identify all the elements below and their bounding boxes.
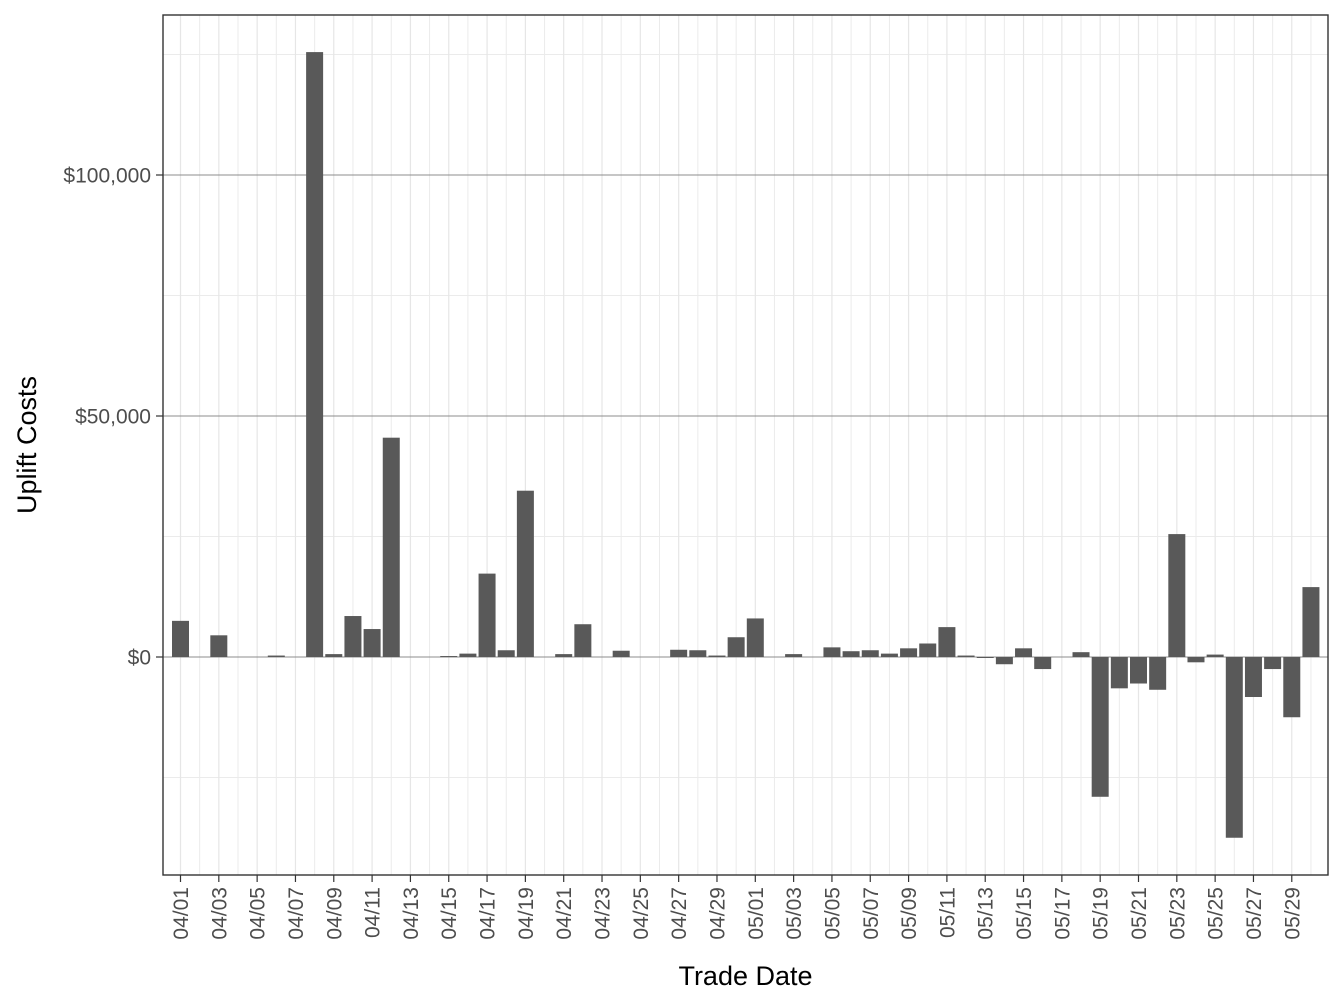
bar-04/19	[516, 490, 534, 657]
bar-04/10	[344, 616, 362, 657]
x-tick-label: 04/17	[477, 887, 500, 940]
x-tick-label: 05/27	[1243, 887, 1266, 940]
x-tick-label: 04/09	[323, 887, 346, 940]
bar-05/16	[1034, 657, 1052, 670]
x-tick-label: 04/15	[438, 887, 461, 940]
bar-05/11	[938, 627, 956, 657]
bar-05/10	[919, 643, 937, 657]
x-tick-label: 05/19	[1090, 887, 1113, 940]
bar-05/22	[1149, 657, 1167, 690]
bar-05/20	[1110, 657, 1128, 689]
bar-04/08	[306, 52, 324, 657]
bar-05/21	[1130, 657, 1147, 684]
bar-04/29	[708, 655, 726, 657]
bar-05/15	[1015, 648, 1033, 657]
x-tick-label: 04/07	[285, 887, 308, 940]
y-axis: $0 $50,000 $100,000	[63, 165, 163, 670]
bar-04/16	[459, 653, 477, 657]
bar-04/22	[574, 624, 592, 657]
x-tick-label: 04/05	[247, 887, 270, 940]
y-tick-label: $50,000	[75, 406, 151, 429]
x-tick-label: 04/25	[630, 887, 653, 940]
bar-05/06	[842, 651, 860, 657]
x-tick-label: 05/15	[1013, 887, 1036, 940]
bar-05/01	[746, 618, 764, 657]
bar-05/14	[995, 657, 1013, 665]
y-tick-label: $0	[128, 647, 151, 670]
bar-04/09	[325, 654, 343, 657]
bar-05/28	[1264, 657, 1282, 670]
x-tick-label: 05/29	[1281, 887, 1304, 940]
x-tick-label: 05/03	[783, 887, 806, 940]
x-tick-label: 05/13	[975, 887, 998, 940]
bar-04/03	[210, 635, 228, 657]
x-tick-label: 05/07	[860, 887, 883, 940]
x-tick-label: 05/23	[1166, 887, 1189, 940]
bar-05/25	[1206, 654, 1224, 657]
bar-05/29	[1283, 657, 1301, 718]
x-tick-label: 04/23	[592, 887, 615, 940]
x-tick-label: 04/11	[362, 887, 385, 938]
y-tick-label: $100,000	[63, 165, 151, 188]
bar-04/17	[478, 573, 496, 657]
x-tick-label: 05/11	[936, 887, 959, 938]
bar-05/05	[823, 647, 841, 657]
x-tick-label: 04/03	[208, 887, 231, 940]
bar-04/27	[670, 649, 688, 657]
x-tick-label: 05/21	[1128, 887, 1151, 940]
bar-04/30	[727, 637, 745, 657]
x-tick-label: 04/13	[400, 887, 423, 940]
x-tick-label: 04/19	[515, 887, 538, 940]
bar-05/23	[1168, 534, 1186, 657]
bar-05/08	[880, 653, 898, 657]
x-tick-label: 05/05	[821, 887, 844, 940]
x-tick-label: 04/01	[170, 887, 193, 940]
bar-04/06	[267, 655, 285, 657]
bar-05/19	[1091, 657, 1109, 797]
bar-04/24	[612, 650, 630, 657]
bar-05/27	[1244, 657, 1262, 698]
y-axis-title: Uplift Costs	[12, 376, 42, 514]
x-axis-title: Trade Date	[678, 961, 812, 991]
bar-04/01	[172, 620, 189, 657]
x-tick-label: 05/17	[1051, 887, 1074, 940]
bar-04/21	[555, 654, 573, 657]
x-tick-label: 05/01	[745, 887, 768, 940]
bar-05/24	[1187, 657, 1205, 663]
bar-05/30	[1302, 587, 1320, 657]
bar-05/18	[1072, 652, 1090, 657]
bar-05/13	[976, 657, 994, 658]
bar-05/12	[957, 655, 975, 657]
bar-04/12	[382, 437, 400, 657]
x-tick-label: 04/21	[553, 887, 576, 940]
bar-04/15	[440, 656, 458, 658]
panel-background	[163, 15, 1328, 875]
x-axis: 04/01 04/03 04/05 04/07 04/09 04/11 04/13 04/15…	[170, 875, 1304, 940]
bar-05/26	[1225, 657, 1243, 838]
x-tick-label: 05/09	[898, 887, 921, 940]
minor-gridlines	[163, 15, 1328, 875]
bar-04/28	[689, 650, 707, 657]
x-tick-label: 04/27	[668, 887, 691, 940]
bar-05/09	[900, 648, 918, 657]
bar-04/11	[363, 629, 381, 657]
bar-05/03	[785, 654, 803, 657]
x-tick-label: 04/29	[706, 887, 729, 940]
panel-border	[162, 14, 1329, 876]
bar-04/18	[497, 650, 515, 657]
bar-05/07	[861, 650, 879, 657]
bars	[172, 52, 1320, 838]
x-tick-label: 05/25	[1205, 887, 1228, 940]
